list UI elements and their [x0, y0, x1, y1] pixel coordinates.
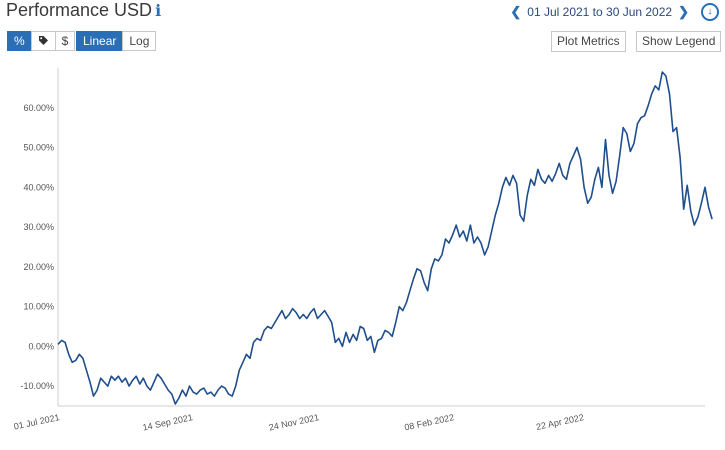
unit-toggle-group: % $: [7, 31, 76, 51]
y-tick-label: 60.00%: [23, 103, 54, 113]
series-group: [57, 71, 713, 405]
x-tick-label: 24 Nov 2021: [268, 412, 320, 432]
performance-series-line[interactable]: [57, 71, 713, 405]
linear-button[interactable]: Linear: [76, 31, 124, 51]
chevron-left-icon[interactable]: ❮: [510, 4, 522, 19]
y-axis: -10.00% 0.00% 10.00% 20.00% 30.00% 40.00% 50.0…: [20, 68, 59, 406]
y-tick-label: 50.00%: [23, 143, 54, 153]
show-legend-button[interactable]: Show Legend: [636, 31, 722, 52]
x-tick-label: 08 Feb 2022: [403, 412, 455, 432]
title-text: Performance USD: [6, 0, 153, 20]
chevron-right-icon[interactable]: ❯: [678, 4, 689, 19]
download-icon[interactable]: ↓: [701, 3, 719, 21]
x-axis: 01 Jul 2021 14 Sep 2021 24 Nov 2021 08 Feb …: [13, 405, 705, 433]
date-range-text[interactable]: 01 Jul 2021 to 30 Jun 2022: [527, 5, 673, 19]
date-range-selector: ❮ 01 Jul 2021 to 30 Jun 2022 ❯ ↓: [510, 3, 719, 21]
x-tick-label: 14 Sep 2021: [142, 412, 194, 432]
y-tick-label: 0.00%: [28, 341, 54, 351]
dollar-button[interactable]: $: [54, 31, 76, 51]
percent-button[interactable]: %: [7, 31, 32, 51]
x-tick-label: 01 Jul 2021: [13, 412, 61, 431]
page-title: Performance USD i: [6, 0, 161, 21]
y-tick-label: 20.00%: [23, 262, 54, 272]
y-tick-label: -10.00%: [20, 381, 54, 391]
y-tick-label: 30.00%: [23, 222, 54, 232]
x-tick-label: 22 Apr 2022: [535, 412, 585, 432]
y-tick-label: 40.00%: [23, 182, 54, 192]
plot-metrics-button[interactable]: Plot Metrics: [551, 31, 626, 52]
log-button[interactable]: Log: [122, 31, 157, 51]
info-icon[interactable]: i: [155, 1, 162, 20]
tag-button[interactable]: [30, 31, 56, 51]
scale-toggle-group: Linear Log: [76, 31, 157, 51]
y-tick-label: 10.00%: [23, 302, 54, 312]
tag-icon: [38, 36, 48, 45]
